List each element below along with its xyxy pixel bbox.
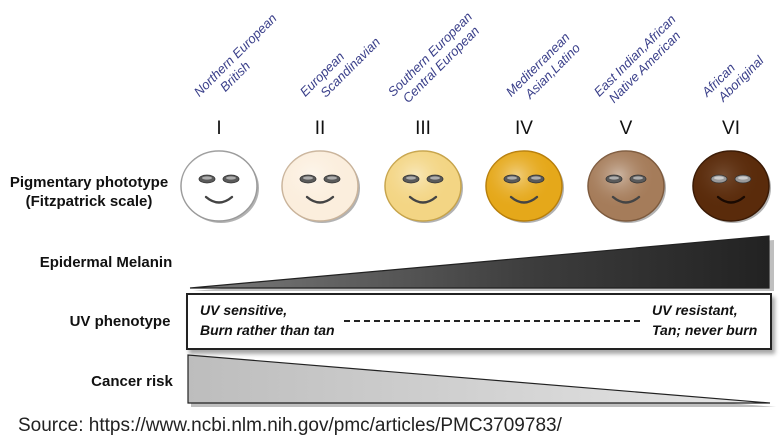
population-label-5: East Indian,African Native American (590, 11, 684, 106)
population-label-1: Northern European British (190, 10, 280, 100)
right-eye-glint (633, 176, 643, 180)
smile (204, 195, 234, 204)
right-eye-glint (430, 176, 440, 180)
uv-phenotype-box: UV sensitive, Burn rather than tan UV re… (186, 293, 772, 350)
face-type-5 (587, 150, 666, 223)
row-label-pigmentary: Pigmentary phototype (Fitzpatrick scale) (9, 174, 169, 210)
phototype-numeral-2: II (314, 118, 326, 139)
left-eye-glint (202, 176, 212, 180)
row-label-cancer: Cancer risk (91, 373, 173, 390)
face-type-2 (281, 150, 360, 223)
face-type-4 (485, 150, 564, 223)
uv-resistant-text: UV resistant, Tan; never burn (652, 302, 758, 338)
face-highlight (486, 151, 562, 221)
smile (716, 195, 746, 204)
face-type-3 (384, 150, 463, 223)
face-highlight (181, 151, 257, 221)
uv-dashed-line (344, 320, 640, 322)
face-type-6 (692, 150, 771, 223)
phototype-numeral-6: VI (722, 118, 740, 139)
right-eye-glint (738, 176, 748, 180)
population-label-4: Mediterranean Asian,Latino (502, 29, 584, 102)
left-eye-glint (406, 176, 416, 180)
uv-sensitive-text: UV sensitive, Burn rather than tan (200, 302, 335, 338)
population-label-2: European Scandinavian (296, 34, 384, 101)
source-citation: Source: https://www.ncbi.nlm.nih.gov/pmc… (18, 415, 562, 436)
face-highlight (282, 151, 358, 221)
face-type-1 (180, 150, 259, 223)
phototype-numeral-1: I (216, 118, 222, 139)
face-highlight (693, 151, 769, 221)
right-eye-glint (531, 176, 541, 180)
left-eye-glint (303, 176, 313, 180)
left-eye-glint (714, 176, 724, 180)
melanin-wedge (189, 235, 774, 291)
smile (408, 195, 438, 204)
phototype-numeral-3: III (415, 118, 431, 139)
population-label-3: Southern European Central European (384, 9, 483, 106)
left-eye-glint (609, 176, 619, 180)
cancer-risk-wedge (187, 354, 776, 407)
face-highlight (588, 151, 664, 221)
phototype-numeral-5: V (619, 118, 633, 139)
population-label-6: African Aboriginal (698, 52, 767, 105)
right-eye-glint (226, 176, 236, 180)
smile (611, 195, 641, 204)
phototype-numeral-4: IV (515, 118, 533, 139)
row-label-uv: UV phenotype (69, 313, 171, 330)
right-eye-glint (327, 176, 337, 180)
smile (509, 195, 539, 204)
left-eye-glint (507, 176, 517, 180)
face-highlight (385, 151, 461, 221)
smile (305, 195, 335, 204)
row-label-melanin: Epidermal Melanin (39, 254, 173, 271)
